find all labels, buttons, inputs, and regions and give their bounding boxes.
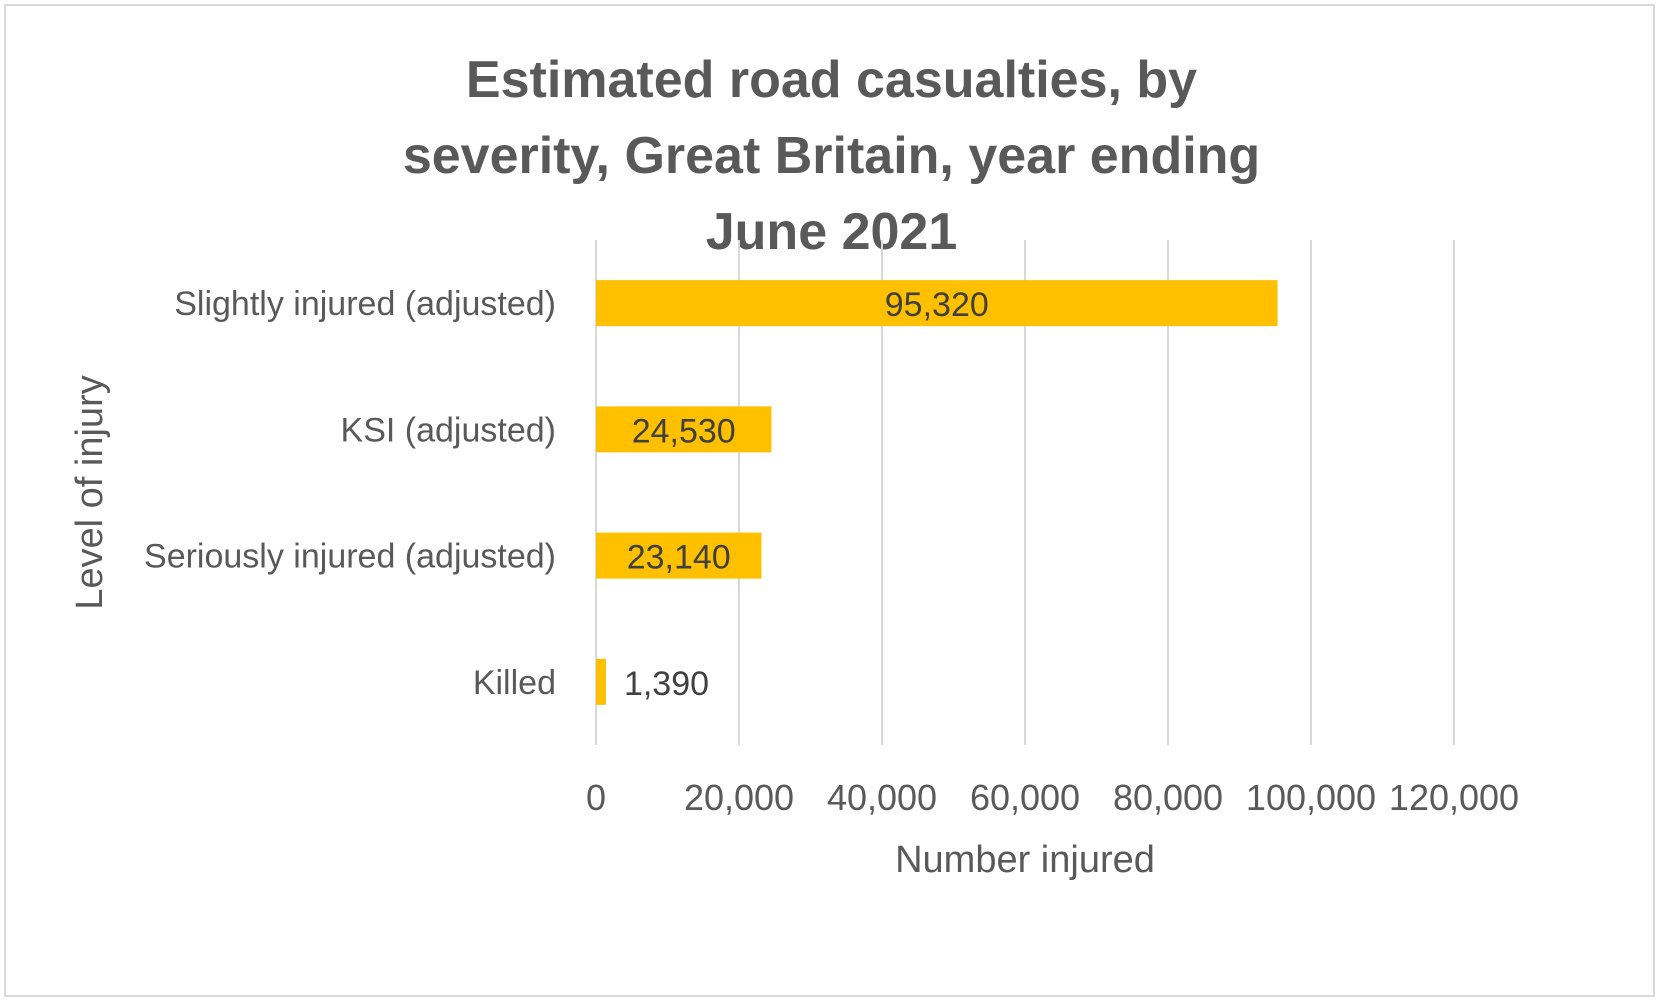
x-tick-label: 100,000 xyxy=(1246,777,1376,818)
x-tick-label: 40,000 xyxy=(827,777,937,818)
bar xyxy=(596,658,606,705)
data-label: 95,320 xyxy=(885,286,989,324)
labels: 0 20,000 40,000 60,000 80,000 100,000 120,000 S… xyxy=(144,285,1519,818)
data-label: 24,530 xyxy=(632,412,736,450)
category-label: Seriously injured (adjusted) xyxy=(144,538,556,576)
category-label: Slightly injured (adjusted) xyxy=(174,285,556,323)
bar xyxy=(596,406,772,453)
x-tick-label: 60,000 xyxy=(970,777,1080,818)
x-tick-label: 80,000 xyxy=(1113,777,1223,818)
data-label: 23,140 xyxy=(627,539,731,577)
bar xyxy=(596,532,762,579)
x-tick-label: 120,000 xyxy=(1389,777,1519,818)
x-tick-label: 0 xyxy=(586,777,606,818)
data-label: 1,390 xyxy=(624,665,709,703)
y-axis-title: Level of injury xyxy=(69,375,111,609)
category-label: KSI (adjusted) xyxy=(341,411,556,449)
x-axis-title: Number injured xyxy=(895,839,1155,881)
chart-title: Estimated road casualties, by severity, … xyxy=(402,51,1261,261)
bars xyxy=(596,280,1278,705)
category-label: Killed xyxy=(473,664,556,702)
bar xyxy=(596,280,1278,327)
chart-frame xyxy=(4,4,1655,997)
x-tick-label: 20,000 xyxy=(684,777,794,818)
